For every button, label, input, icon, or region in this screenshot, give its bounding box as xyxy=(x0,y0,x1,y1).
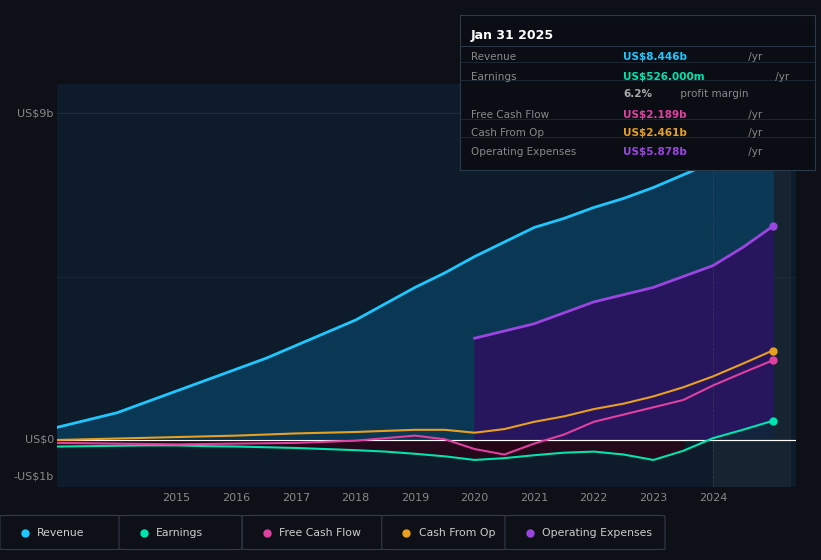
Text: Cash From Op: Cash From Op xyxy=(470,128,544,138)
FancyBboxPatch shape xyxy=(242,515,386,549)
Bar xyxy=(713,84,791,487)
Text: US$5.878b: US$5.878b xyxy=(623,147,687,157)
Text: Earnings: Earnings xyxy=(470,72,516,82)
Text: -US$1b: -US$1b xyxy=(13,472,54,481)
Text: Cash From Op: Cash From Op xyxy=(419,528,495,538)
Text: /yr: /yr xyxy=(745,147,762,157)
Text: US$0: US$0 xyxy=(25,435,54,445)
Text: /yr: /yr xyxy=(745,128,762,138)
Text: Free Cash Flow: Free Cash Flow xyxy=(279,528,361,538)
Text: US$2.461b: US$2.461b xyxy=(623,128,687,138)
Text: Earnings: Earnings xyxy=(156,528,203,538)
Text: US$2.189b: US$2.189b xyxy=(623,110,687,119)
Text: /yr: /yr xyxy=(745,110,762,119)
Text: US$8.446b: US$8.446b xyxy=(623,52,687,62)
Text: Free Cash Flow: Free Cash Flow xyxy=(470,110,548,119)
FancyBboxPatch shape xyxy=(119,515,242,549)
Text: US$526.000m: US$526.000m xyxy=(623,72,705,82)
FancyBboxPatch shape xyxy=(0,515,123,549)
Text: profit margin: profit margin xyxy=(677,90,749,100)
Text: 6.2%: 6.2% xyxy=(623,90,653,100)
Text: Revenue: Revenue xyxy=(470,52,516,62)
Text: Operating Expenses: Operating Expenses xyxy=(470,147,576,157)
Text: US$9b: US$9b xyxy=(17,108,54,118)
Text: /yr: /yr xyxy=(772,72,789,82)
Text: Operating Expenses: Operating Expenses xyxy=(542,528,652,538)
FancyBboxPatch shape xyxy=(382,515,509,549)
Text: /yr: /yr xyxy=(745,52,762,62)
Text: Jan 31 2025: Jan 31 2025 xyxy=(470,29,554,42)
Text: Revenue: Revenue xyxy=(37,528,85,538)
FancyBboxPatch shape xyxy=(505,515,665,549)
